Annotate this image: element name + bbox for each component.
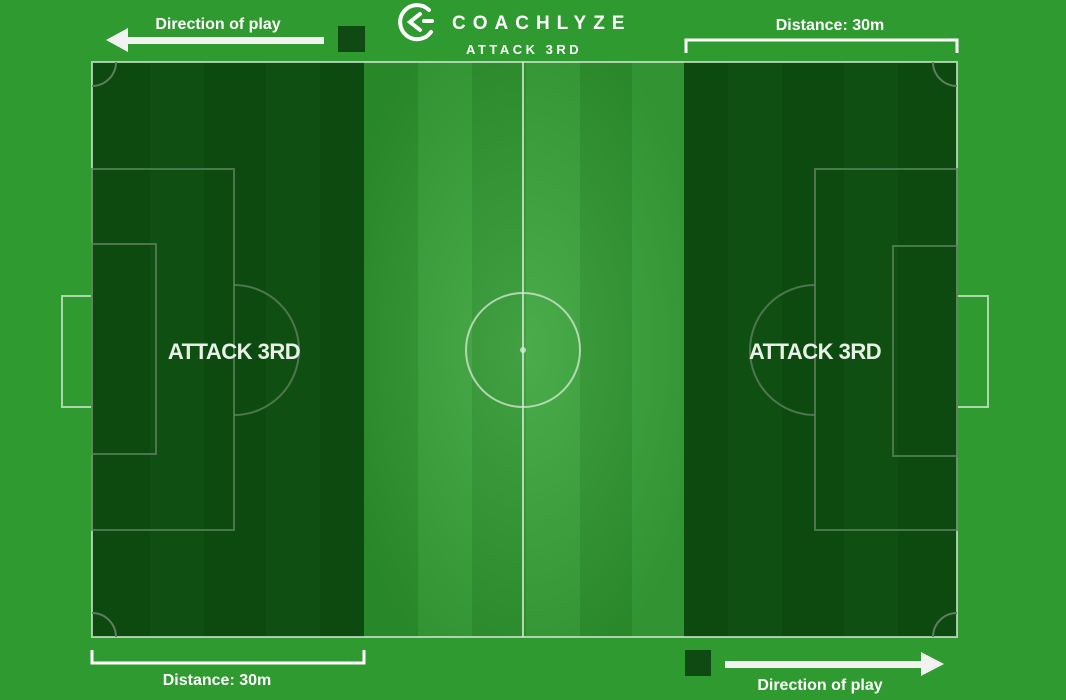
page-subtitle: ATTACK 3RD [466, 42, 582, 57]
corner-arc-bl [91, 612, 117, 638]
corner-arc-tl [91, 61, 117, 87]
left-six-yard-box [91, 243, 157, 455]
direction-label-bottom: Direction of play [757, 677, 882, 694]
distance-label-bottom: Distance: 30m [163, 672, 272, 689]
attack-zone-right [684, 62, 957, 637]
marker-square-bottom [685, 650, 711, 676]
center-circle [465, 292, 581, 408]
attack-label-right: ATTACK 3RD [749, 339, 881, 364]
right-six-yard-box [892, 245, 958, 457]
direction-label-top: Direction of play [155, 16, 280, 33]
center-spot [520, 347, 526, 353]
marker-square-top [338, 26, 365, 52]
coachlyze-logo-icon [398, 3, 434, 42]
attack-zone-left [92, 62, 364, 637]
corner-arc-br [932, 612, 958, 638]
right-penalty-arc [749, 284, 816, 416]
attack-label-left: ATTACK 3RD [168, 339, 300, 364]
corner-arc-tr [932, 61, 958, 87]
pitch-lines [61, 61, 989, 638]
arrow-right-icon [725, 652, 944, 676]
arrow-left-icon [106, 28, 324, 52]
left-penalty-arc [233, 284, 300, 416]
distance-label-top: Distance: 30m [776, 17, 885, 34]
brand-name: COACHLYZE [452, 13, 631, 34]
distance-bracket-top [684, 38, 959, 53]
distance-bracket-bottom [90, 650, 366, 665]
